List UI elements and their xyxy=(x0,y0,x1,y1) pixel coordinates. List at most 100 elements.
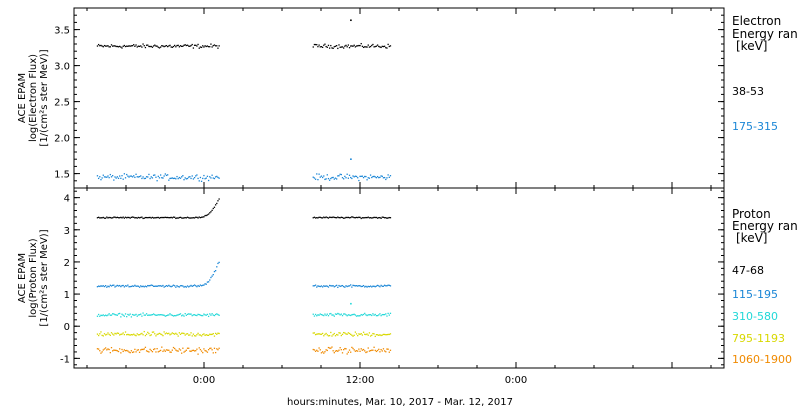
data-point xyxy=(170,46,172,48)
data-point xyxy=(162,216,164,219)
data-point xyxy=(136,176,138,178)
data-point xyxy=(99,285,101,288)
data-point xyxy=(360,217,362,220)
data-point xyxy=(379,46,381,48)
data-point xyxy=(185,333,188,335)
data-point xyxy=(115,314,117,316)
y-tick-label: 3 xyxy=(64,226,70,237)
data-point xyxy=(190,332,192,334)
data-point xyxy=(378,348,380,350)
data-point xyxy=(181,352,183,354)
data-point xyxy=(338,332,340,334)
data-point xyxy=(115,285,117,287)
data-point xyxy=(174,216,176,218)
data-point xyxy=(127,216,129,219)
data-point xyxy=(345,348,347,350)
data-point xyxy=(330,312,332,315)
data-point xyxy=(126,334,128,336)
data-point xyxy=(389,285,392,287)
data-point xyxy=(376,284,379,287)
data-point xyxy=(165,174,168,177)
data-point xyxy=(110,176,113,178)
data-point xyxy=(368,286,371,288)
data-point xyxy=(140,216,142,219)
data-point xyxy=(195,335,197,337)
data-point xyxy=(172,216,175,218)
data-point xyxy=(127,284,129,286)
data-point xyxy=(130,316,133,318)
data-point xyxy=(182,45,184,47)
data-point xyxy=(328,347,331,349)
data-point xyxy=(171,177,173,179)
x-tick-label: 0:00 xyxy=(505,375,527,386)
data-point xyxy=(352,313,354,316)
data-point xyxy=(100,179,102,181)
data-point xyxy=(129,175,131,177)
data-point xyxy=(126,349,128,352)
data-point xyxy=(361,45,364,47)
data-point xyxy=(214,332,217,335)
data-point xyxy=(216,348,218,350)
data-point xyxy=(116,314,118,316)
data-point xyxy=(102,349,104,351)
data-point xyxy=(183,217,185,219)
data-point xyxy=(183,179,185,181)
data-point xyxy=(387,333,389,336)
data-point xyxy=(131,216,134,218)
data-point xyxy=(115,216,117,219)
data-point xyxy=(319,349,321,351)
data-point xyxy=(198,285,200,287)
data-point xyxy=(107,314,109,316)
data-point xyxy=(123,217,126,219)
data-point xyxy=(367,285,369,288)
data-point xyxy=(369,335,372,337)
data-point xyxy=(203,46,205,48)
data-point xyxy=(210,314,212,316)
data-point xyxy=(175,332,177,334)
data-point xyxy=(181,45,183,48)
data-point xyxy=(364,350,366,352)
data-point xyxy=(162,177,164,179)
data-point xyxy=(380,334,382,337)
data-point xyxy=(124,350,127,352)
data-point xyxy=(169,285,171,287)
data-point xyxy=(136,285,138,287)
data-point xyxy=(116,216,118,218)
data-point xyxy=(365,175,367,178)
plot-frame xyxy=(73,7,725,189)
data-point xyxy=(140,175,142,177)
data-point xyxy=(367,216,369,218)
legend-title-line: [keV] xyxy=(736,231,767,245)
data-point xyxy=(339,347,341,349)
data-point xyxy=(371,176,373,179)
data-point xyxy=(156,348,158,350)
data-point xyxy=(213,347,216,349)
data-point xyxy=(195,350,197,352)
data-point xyxy=(189,176,191,178)
data-point xyxy=(202,216,204,218)
data-point xyxy=(352,45,354,47)
data-point xyxy=(158,217,161,219)
data-point xyxy=(355,45,358,47)
data-point xyxy=(122,314,124,316)
data-point xyxy=(209,176,211,178)
data-point xyxy=(328,179,331,181)
data-point xyxy=(378,314,380,316)
data-point xyxy=(120,177,122,179)
data-point xyxy=(203,313,205,315)
data-point xyxy=(316,217,318,219)
data-point xyxy=(325,332,327,335)
data-point xyxy=(182,217,184,219)
legend-entry: 47-68 xyxy=(732,264,764,277)
data-point xyxy=(108,176,110,179)
data-point xyxy=(387,174,389,176)
data-point xyxy=(110,346,113,349)
data-point xyxy=(128,351,130,353)
data-point xyxy=(114,349,116,351)
data-point xyxy=(367,177,369,179)
data-point xyxy=(129,217,131,219)
data-point xyxy=(106,286,108,288)
data-point xyxy=(361,285,364,288)
data-point xyxy=(373,346,375,348)
data-point xyxy=(328,334,331,337)
